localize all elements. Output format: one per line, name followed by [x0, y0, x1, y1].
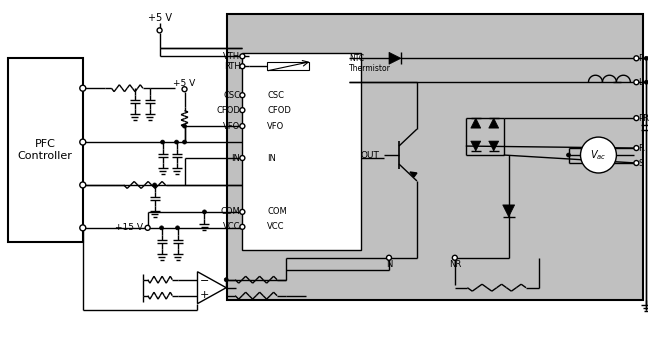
Text: −: −: [200, 276, 209, 286]
Circle shape: [452, 255, 458, 260]
Text: PFC
Controller: PFC Controller: [18, 139, 72, 161]
Text: NTC
Thermistor: NTC Thermistor: [349, 54, 391, 73]
Circle shape: [183, 140, 187, 144]
Circle shape: [580, 137, 616, 173]
Text: VFO: VFO: [223, 122, 240, 131]
Circle shape: [240, 54, 245, 59]
Text: OUT: OUT: [360, 151, 379, 159]
Text: S: S: [638, 158, 644, 167]
Text: CFOD: CFOD: [267, 106, 291, 115]
Bar: [227, 14, 644, 300]
Bar: [8, 58, 83, 242]
Circle shape: [634, 116, 639, 121]
Text: IN: IN: [231, 154, 240, 162]
Text: L: L: [638, 78, 643, 87]
Text: R: R: [638, 144, 644, 153]
Text: N: N: [386, 260, 392, 269]
Circle shape: [203, 210, 207, 214]
Text: CSC: CSC: [267, 91, 284, 100]
Circle shape: [567, 153, 571, 157]
Text: +: +: [200, 290, 209, 300]
Text: NR: NR: [448, 260, 461, 269]
Circle shape: [634, 56, 639, 61]
Circle shape: [634, 160, 639, 165]
Text: VFO: VFO: [267, 122, 285, 131]
Circle shape: [240, 64, 245, 69]
Text: +15 V: +15 V: [114, 223, 142, 232]
Text: $V_{ac}$: $V_{ac}$: [590, 148, 606, 162]
Circle shape: [80, 225, 86, 231]
Polygon shape: [489, 118, 499, 128]
Circle shape: [644, 80, 648, 84]
Circle shape: [182, 87, 187, 92]
Polygon shape: [489, 141, 499, 151]
Circle shape: [176, 226, 179, 230]
Text: CSC: CSC: [224, 91, 240, 100]
Text: IN: IN: [267, 154, 276, 162]
Circle shape: [240, 93, 245, 98]
Circle shape: [153, 183, 157, 187]
Circle shape: [80, 182, 86, 188]
Polygon shape: [471, 141, 481, 151]
Polygon shape: [389, 52, 401, 64]
Circle shape: [634, 80, 639, 85]
Circle shape: [224, 278, 228, 282]
Text: VCC: VCC: [267, 222, 285, 231]
Bar: [267, 62, 309, 70]
Circle shape: [80, 85, 86, 91]
Circle shape: [644, 56, 648, 60]
Polygon shape: [410, 172, 417, 177]
Circle shape: [80, 139, 86, 145]
Text: CFOD: CFOD: [216, 106, 240, 115]
Text: +5 V: +5 V: [148, 13, 172, 23]
Circle shape: [161, 140, 164, 144]
Text: RTH: RTH: [224, 62, 240, 71]
Text: P: P: [638, 54, 644, 63]
Text: COM: COM: [220, 207, 240, 216]
Circle shape: [175, 140, 179, 144]
Text: COM: COM: [267, 207, 287, 216]
Text: VTH: VTH: [223, 52, 240, 61]
Polygon shape: [471, 118, 481, 128]
Circle shape: [157, 28, 162, 33]
Text: +5 V: +5 V: [174, 79, 196, 88]
Text: VCC: VCC: [223, 222, 240, 231]
Circle shape: [634, 146, 639, 151]
Circle shape: [240, 224, 245, 229]
Polygon shape: [502, 205, 515, 217]
Bar: [242, 53, 361, 250]
Circle shape: [240, 156, 245, 160]
Circle shape: [387, 255, 391, 260]
Circle shape: [160, 226, 164, 230]
Text: PR: PR: [638, 114, 649, 123]
Circle shape: [240, 124, 245, 129]
Circle shape: [183, 124, 187, 128]
Circle shape: [145, 225, 150, 231]
Polygon shape: [198, 272, 226, 304]
Circle shape: [240, 108, 245, 113]
Circle shape: [240, 209, 245, 214]
